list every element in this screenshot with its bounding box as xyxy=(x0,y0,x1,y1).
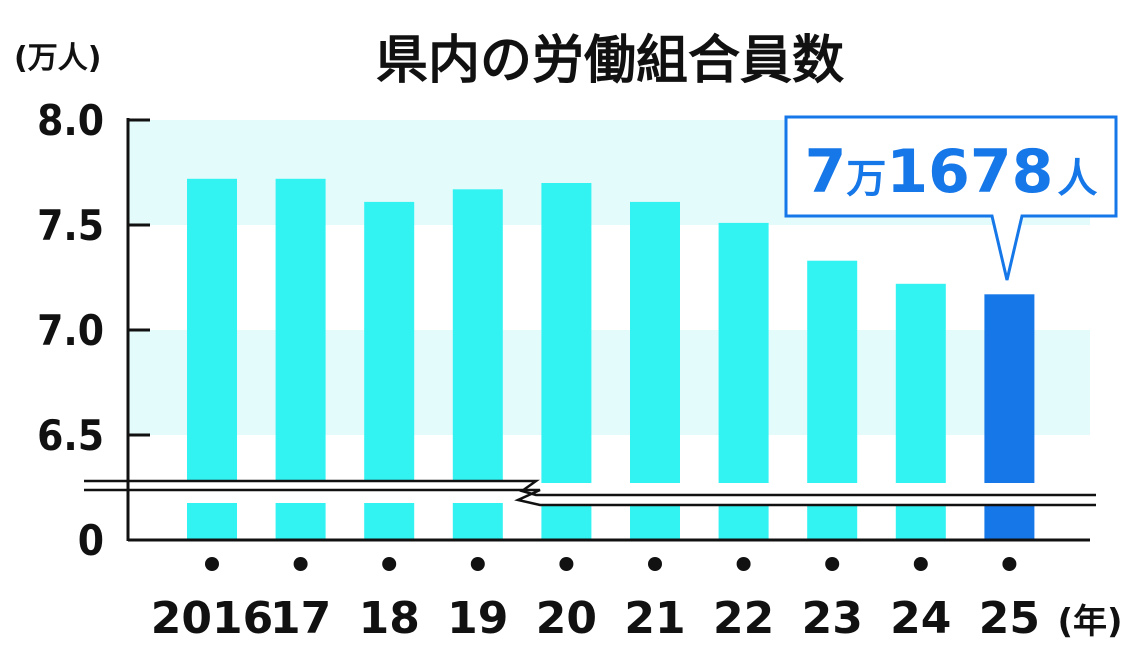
y-tick-label: 6.5 xyxy=(37,411,104,460)
break-gap xyxy=(84,483,1096,503)
x-tick-label: 23 xyxy=(802,593,863,644)
x-tick-dot xyxy=(205,557,219,571)
x-tick-dot xyxy=(470,557,485,571)
axes xyxy=(126,118,1090,542)
x-tick-label: 24 xyxy=(890,593,951,644)
x-tick-dot xyxy=(1002,557,1017,571)
x-tick-dot xyxy=(293,557,308,571)
x-tick-dot xyxy=(559,557,574,571)
y-tick-label: 7.5 xyxy=(37,201,104,250)
callout-number-2: 1678 xyxy=(886,137,1053,207)
callout-unit-2: 人 xyxy=(1057,156,1097,202)
x-axis-unit: (年) xyxy=(1057,602,1122,642)
x-tick-label: 18 xyxy=(359,593,420,644)
x-tick-dot xyxy=(736,557,751,571)
value-callout: 7万1678 人 xyxy=(784,115,1118,281)
callout-unit-1: 万 xyxy=(846,156,886,202)
x-tick-label: 19 xyxy=(447,593,508,644)
axis-break xyxy=(84,479,1096,507)
x-tick-label: 2016 xyxy=(151,593,273,644)
chart-title: 県内の労働組合員数 xyxy=(376,31,844,91)
x-tick-label: 20 xyxy=(536,593,597,644)
x-tick-dot xyxy=(913,557,928,571)
x-tick-dot xyxy=(648,557,662,571)
x-tick-label: 22 xyxy=(713,593,774,644)
callout-label: 7万1678 人 xyxy=(805,137,1098,207)
x-tick-dot xyxy=(825,557,840,571)
callout-box xyxy=(784,115,1118,281)
break-line-lower xyxy=(84,488,1096,507)
callout-number-1: 7 xyxy=(805,137,847,207)
bar xyxy=(541,183,592,540)
y-axis-unit: (万人) xyxy=(14,41,101,76)
y-tick-label: 8.0 xyxy=(37,96,104,145)
x-tick-label: 17 xyxy=(270,593,331,644)
x-tick-dot xyxy=(382,557,397,571)
x-tick-label: 21 xyxy=(624,593,685,644)
y-tick-label: 7.0 xyxy=(37,306,104,355)
x-tick-label: 25 xyxy=(979,593,1040,644)
y-tick-label: 0 xyxy=(78,516,104,565)
